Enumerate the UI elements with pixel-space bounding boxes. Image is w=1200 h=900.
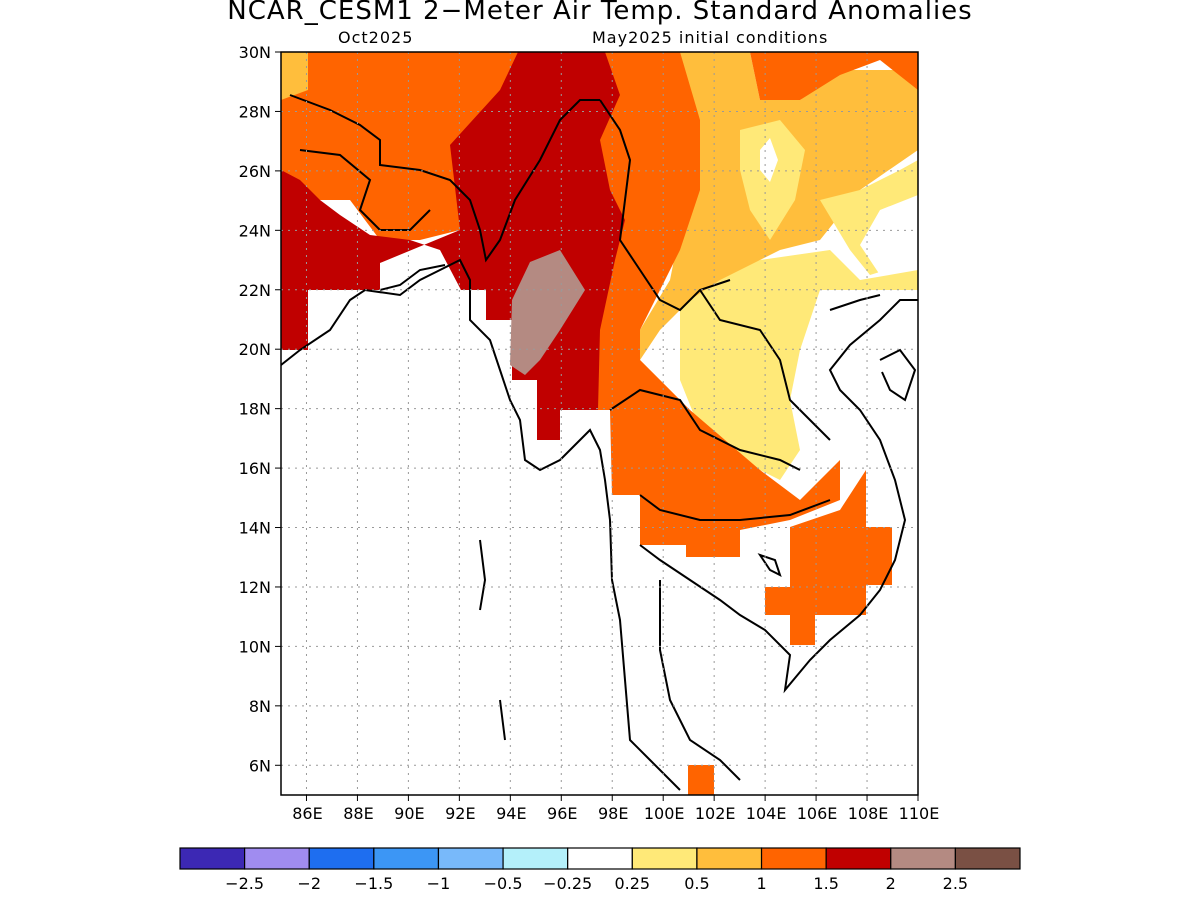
map-gridlines: [281, 52, 918, 795]
lon-tick-label: 98E: [598, 804, 628, 823]
lon-tick-label: 88E: [343, 804, 373, 823]
lon-tick-label: 86E: [292, 804, 322, 823]
lat-tick-label: 10N: [239, 637, 271, 656]
colorbar-label: 2: [886, 874, 896, 893]
lat-tick-label: 30N: [239, 43, 271, 62]
colorbar-swatch: [825, 847, 892, 870]
colorbar-label: −1: [427, 874, 451, 893]
colorbar-swatch: [567, 847, 633, 870]
colorbar-label: −2: [297, 874, 321, 893]
map-frame: [280, 51, 919, 796]
anomaly-region-orange-china: [750, 52, 918, 100]
anomaly-patch-yellow-topleft: [281, 52, 308, 100]
init-conditions-label: May2025 initial conditions: [592, 28, 829, 47]
colorbar-swatch: [437, 847, 504, 870]
colorbar-labels: −2.5 −2 −1.5 −1 −0.5 −0.25 0.25 0.5 1 1.5 2 2.5: [225, 874, 968, 893]
lat-tick-label: 14N: [239, 519, 271, 538]
longitude-axis: 86E 88E 90E 92E 94E 96E 98E 100E 102E 104E 106E 108…: [292, 795, 939, 823]
colorbar-label: −2.5: [225, 874, 264, 893]
lat-tick-label: 22N: [239, 281, 271, 300]
colorbar-label: −0.25: [543, 874, 592, 893]
colorbar-swatch: [244, 847, 310, 870]
colorbar-label: 1.5: [813, 874, 838, 893]
lat-tick-label: 12N: [239, 578, 271, 597]
lon-tick-label: 96E: [547, 804, 577, 823]
colorbar-swatch: [373, 847, 440, 870]
anomaly-patch-orange-peninsula: [688, 765, 714, 795]
lon-tick-label: 106E: [797, 804, 838, 823]
lat-tick-label: 18N: [239, 400, 271, 419]
colorbar-swatch: [308, 847, 375, 870]
colorbar-swatch: [696, 847, 763, 870]
anomaly-field: [281, 52, 918, 795]
latitude-axis: 6N 8N 10N 12N 14N 16N 18N 20N 22N 24N 26N 28N 30N: [239, 43, 281, 775]
colorbar-swatch: [179, 847, 246, 870]
lat-tick-label: 16N: [239, 459, 271, 478]
anomaly-patch-white-east: [860, 195, 918, 275]
colorbar-label: 2.5: [943, 874, 968, 893]
colorbar-swatch: [631, 847, 698, 870]
lon-tick-label: 90E: [394, 804, 424, 823]
lon-tick-label: 100E: [644, 804, 685, 823]
colorbar-label: −1.5: [354, 874, 393, 893]
lat-tick-label: 6N: [249, 756, 271, 775]
colorbar-label: 1: [756, 874, 766, 893]
colorbar-label: −0.5: [484, 874, 523, 893]
coastlines-and-borders: [281, 94, 918, 791]
colorbar-swatch: [954, 847, 1021, 870]
lat-tick-label: 8N: [249, 697, 271, 716]
lat-tick-label: 24N: [239, 221, 271, 240]
lon-tick-label: 92E: [445, 804, 475, 823]
anomaly-region-pale-yellow: [680, 250, 918, 480]
colorbar: [179, 847, 1021, 870]
map-title: NCAR_CESM1 2−Meter Air Temp. Standard An…: [227, 0, 973, 26]
colorbar-label: 0.25: [614, 874, 650, 893]
anomaly-region-orange-cambodia: [765, 470, 892, 645]
colorbar-swatch: [890, 847, 956, 870]
lon-tick-label: 94E: [496, 804, 526, 823]
lon-tick-label: 104E: [746, 804, 787, 823]
lat-tick-label: 20N: [239, 340, 271, 359]
lon-tick-label: 110E: [899, 804, 940, 823]
colorbar-swatch: [502, 847, 569, 870]
lon-tick-label: 102E: [695, 804, 736, 823]
lon-tick-label: 108E: [848, 804, 889, 823]
valid-month-label: Oct2025: [338, 28, 414, 47]
lat-tick-label: 28N: [239, 102, 271, 121]
anomaly-patch-pale-yellow-north: [740, 120, 805, 240]
colorbar-label: 0.5: [684, 874, 709, 893]
anomaly-spot-brown: [510, 250, 585, 375]
lat-tick-label: 26N: [239, 162, 271, 181]
colorbar-swatch: [760, 847, 827, 870]
